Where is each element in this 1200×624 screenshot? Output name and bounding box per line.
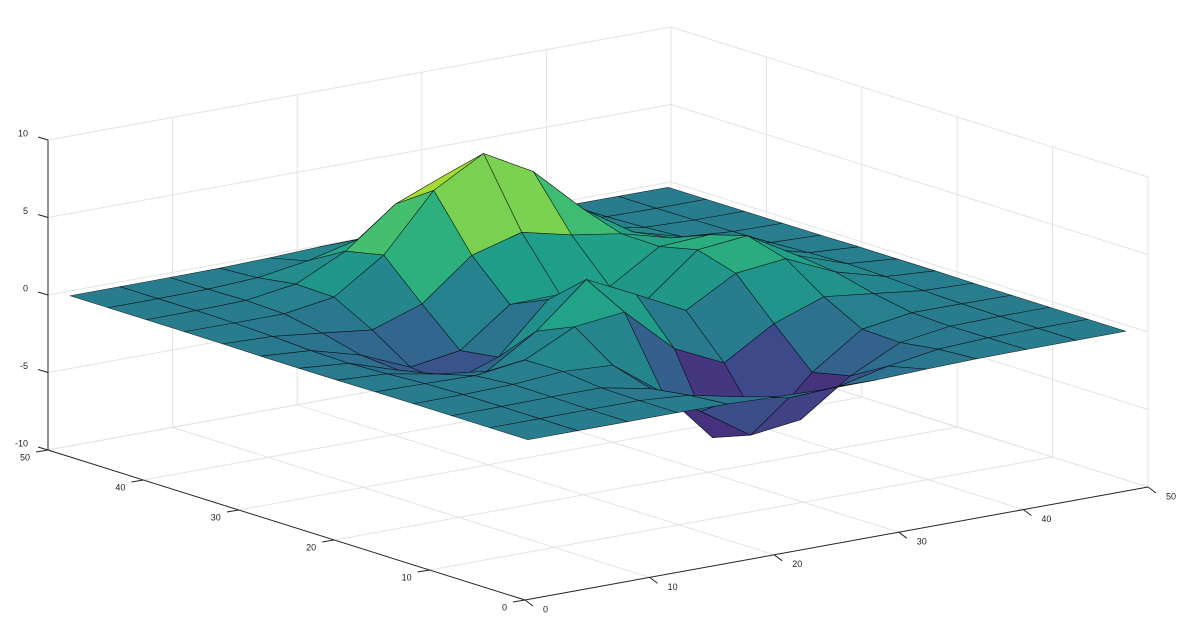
y-tick-label: 50 (20, 452, 30, 462)
x-tick-label: 50 (1166, 491, 1176, 501)
grid-line (334, 426, 958, 541)
y-tick-label: 20 (306, 542, 316, 552)
x-tick (1023, 509, 1032, 516)
z-tick (37, 291, 49, 296)
z-tick (37, 136, 49, 141)
surface (69, 153, 1127, 441)
x-tick (524, 599, 534, 607)
x-tick-label: 0 (543, 604, 548, 614)
z-tick (37, 446, 49, 451)
x-tick-label: 10 (668, 582, 678, 592)
x-tick (1147, 486, 1157, 494)
z-tick-label: -5 (20, 361, 28, 371)
y-tick-label: 0 (502, 602, 507, 612)
y-tick-label: 40 (115, 482, 125, 492)
x-tick (898, 531, 908, 539)
grid-line (172, 426, 650, 578)
axis-layer: 0 10 20 30 40 50 0 10 20 30 40 50 -10 -5 0 5 10 (15, 128, 1176, 614)
grid-line (670, 181, 1149, 333)
y-tick (226, 509, 239, 513)
z-tick-label: 5 (23, 206, 28, 216)
y-tick (35, 449, 49, 453)
z-tick (37, 369, 49, 373)
y-tick (131, 479, 144, 483)
grid-line (670, 26, 1149, 178)
grid-line (429, 456, 1053, 571)
x-tick-label: 40 (1041, 514, 1051, 524)
x-tick-label: 30 (917, 537, 927, 547)
z-tick-label: 0 (23, 283, 28, 293)
y-axis (47, 449, 526, 601)
y-tick-label: 10 (402, 572, 412, 582)
grid-line (670, 104, 1149, 255)
z-tick-label: -10 (15, 438, 28, 448)
grid-line (297, 404, 775, 556)
y-tick (322, 539, 335, 543)
y-tick-label: 30 (211, 512, 221, 522)
surface-face (489, 418, 579, 441)
x-tick (773, 554, 783, 562)
x-tick (649, 577, 658, 584)
grid-line (47, 104, 672, 218)
grid-line (47, 26, 672, 141)
z-tick-label: 10 (18, 128, 28, 138)
x-tick-label: 20 (792, 559, 802, 569)
y-tick (512, 599, 526, 603)
x-axis (524, 486, 1149, 601)
z-tick (37, 214, 49, 218)
y-tick (417, 569, 430, 573)
